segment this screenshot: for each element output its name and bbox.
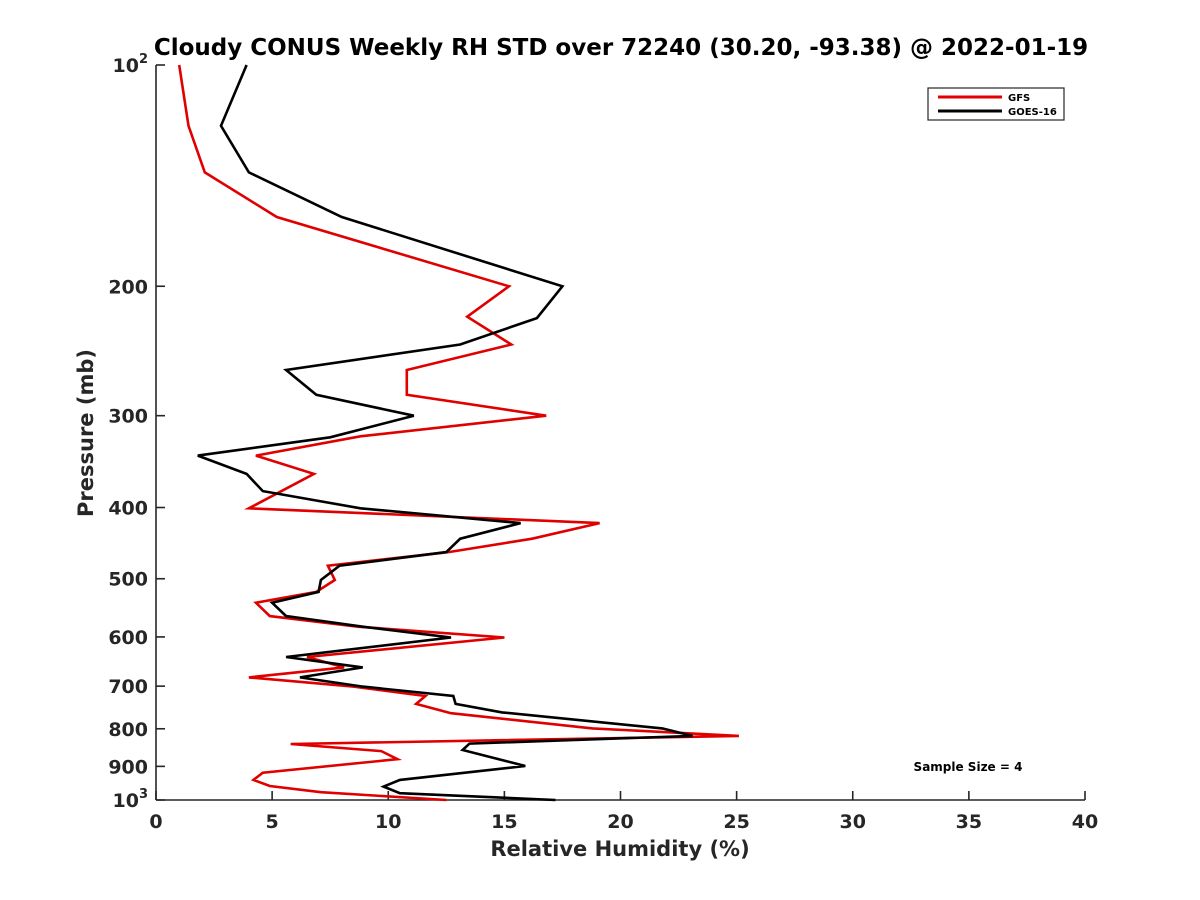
legend: GFS GOES-16 [927, 87, 1065, 121]
y-tick-label: 200 [108, 276, 148, 298]
y-tick-label: 600 [108, 627, 148, 649]
x-tick-label: 40 [1072, 811, 1098, 833]
legend-label-gfs: GFS [1008, 93, 1030, 104]
sample-size-annotation: Sample Size = 4 [914, 760, 1023, 774]
x-tick-label: 35 [956, 811, 982, 833]
x-tick-label: 30 [840, 811, 866, 833]
legend-label-goes16: GOES-16 [1008, 107, 1057, 118]
x-tick-label: 10 [375, 811, 401, 833]
x-tick-label: 0 [149, 811, 162, 833]
plot-axes [155, 65, 1085, 801]
x-tick-label: 5 [266, 811, 279, 833]
y-tick-label: 700 [108, 676, 148, 698]
y-tick-label: 102 [113, 52, 149, 77]
series-line-goes16 [197, 64, 693, 802]
y-tick-label: 400 [108, 498, 148, 520]
series-line-gfs [177, 64, 739, 802]
x-ticks: 0 5 10 15 20 25 30 35 40 [149, 791, 1098, 833]
series-lines [177, 64, 739, 802]
x-tick-label: 15 [491, 811, 517, 833]
x-axis-label: Relative Humidity (%) [490, 837, 749, 861]
legend-box [927, 87, 1065, 121]
y-axis-label: Pressure (mb) [74, 349, 98, 517]
y-ticks: 102 200 300 400 500 600 700 800 900 103 [108, 52, 165, 812]
y-tick-label: 500 [108, 569, 148, 591]
y-tick-label: 300 [108, 406, 148, 428]
y-tick-label: 800 [108, 719, 148, 741]
chart-title: Cloudy CONUS Weekly RH STD over 72240 (3… [154, 35, 1088, 61]
x-tick-label: 20 [607, 811, 633, 833]
x-tick-label: 25 [723, 811, 749, 833]
y-tick-label: 103 [113, 787, 149, 812]
y-tick-label: 900 [108, 756, 148, 778]
